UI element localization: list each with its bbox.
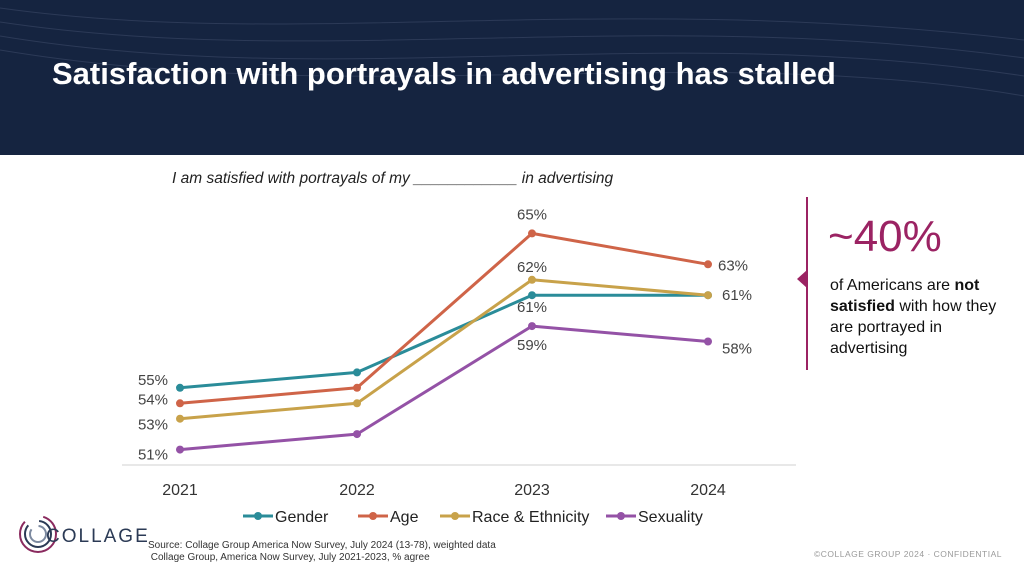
data-point	[528, 291, 536, 300]
data-label: 61%	[517, 299, 547, 316]
x-tick-label: 2022	[339, 482, 375, 499]
data-point	[704, 337, 712, 346]
data-label: 53%	[138, 417, 168, 434]
legend-label: Race & Ethnicity	[472, 509, 589, 526]
legend-label: Age	[390, 509, 419, 526]
data-point	[176, 399, 184, 408]
legend-marker	[369, 512, 377, 520]
callout-divider	[806, 197, 808, 370]
data-point	[176, 383, 184, 392]
x-tick-label: 2024	[690, 482, 726, 499]
data-point	[704, 291, 712, 300]
data-point	[528, 229, 536, 238]
data-point	[704, 260, 712, 269]
legend-label: Gender	[275, 509, 329, 526]
x-tick-label: 2021	[162, 482, 198, 499]
confidential-note: ©COLLAGE GROUP 2024 · CONFIDENTIAL	[814, 549, 1002, 559]
data-point	[528, 275, 536, 284]
source-line-2: Collage Group, America Now Survey, July …	[148, 552, 430, 563]
legend-label: Sexuality	[638, 509, 703, 526]
data-point	[176, 414, 184, 423]
data-label: 55%	[138, 372, 168, 389]
legend-marker	[617, 512, 625, 520]
data-label: 65%	[517, 206, 547, 223]
data-label: 51%	[138, 447, 168, 464]
data-point	[353, 399, 361, 408]
collage-logo	[19, 515, 57, 553]
series-line-gender	[179, 293, 708, 390]
data-label: 58%	[722, 341, 752, 358]
data-label: 54%	[138, 391, 168, 408]
data-label: 63%	[718, 257, 748, 274]
callout-text: of Americans are not satisfied with how …	[830, 275, 1010, 359]
header-banner: Satisfaction with portrayals in advertis…	[0, 0, 1024, 155]
callout-text-part3: with how they are portrayed in advertisi…	[830, 298, 997, 357]
legend-marker	[451, 512, 459, 520]
series-line-race-ethnicity	[179, 278, 709, 421]
data-label: 59%	[517, 337, 547, 354]
page-title: Satisfaction with portrayals in advertis…	[52, 56, 836, 91]
callout-text-part1: of Americans are	[830, 277, 955, 294]
callout-stat: ~40%	[828, 212, 942, 261]
callout-text-emphasis: not satisfied	[830, 277, 980, 315]
series-line-sexuality	[179, 324, 709, 452]
decorative-waves	[0, 7, 1024, 97]
legend-marker	[254, 512, 262, 520]
data-point	[353, 430, 361, 439]
data-point	[528, 322, 536, 331]
source-line-1: Source: Collage Group America Now Survey…	[148, 540, 496, 551]
series-line-age	[179, 231, 709, 405]
data-point	[353, 383, 361, 392]
logo-text: COLLAGE	[46, 526, 150, 547]
callout-pointer	[797, 270, 807, 288]
data-point	[353, 368, 361, 377]
data-label: 61%	[722, 287, 752, 304]
chart-title: I am satisfied with portrayals of my ___…	[172, 170, 614, 187]
source-note: Source: Collage Group America Now Survey…	[148, 540, 496, 564]
data-point	[176, 445, 184, 454]
data-label: 62%	[517, 259, 547, 276]
x-tick-label: 2023	[514, 482, 550, 499]
